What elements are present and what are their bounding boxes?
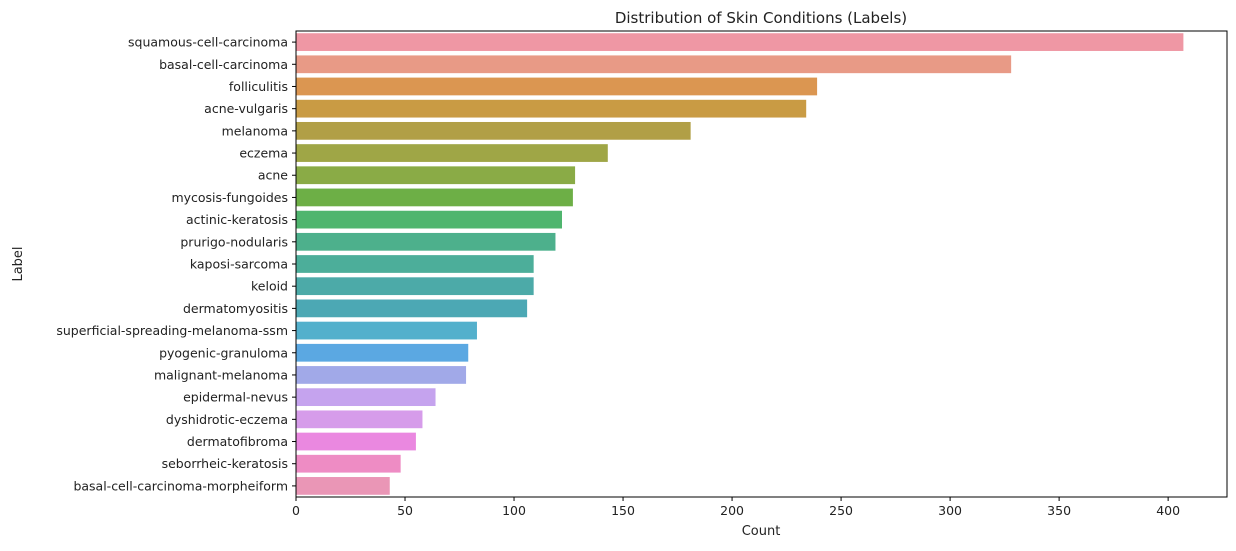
plot-frame — [295, 30, 1228, 498]
y-tick-label: malignant-melanoma — [154, 367, 288, 382]
x-tick-label: 150 — [611, 503, 635, 518]
chart-title: Distribution of Skin Conditions (Labels) — [615, 9, 907, 27]
x-ticks: 0 50 100 150 200 250 300 350 400 — [292, 497, 1180, 518]
y-tick-label: seborrheic-keratosis — [162, 456, 288, 471]
x-tick-label: 200 — [720, 503, 744, 518]
y-tick-label: actinic-keratosis — [186, 212, 288, 227]
y-tick-label: keloid — [251, 279, 288, 294]
bar-epidermal-nevus — [296, 388, 436, 407]
x-tick-label: 400 — [1156, 503, 1180, 518]
bar-seborrheic-keratosis — [296, 454, 401, 473]
bar-dermatomyositis — [296, 299, 528, 318]
bar-pyogenic-granuloma — [296, 343, 469, 362]
x-axis-label: Count — [742, 524, 781, 539]
bar-keloid — [296, 277, 534, 296]
x-tick-label: 350 — [1047, 503, 1071, 518]
y-axis-label: Label — [11, 246, 26, 281]
y-tick-label: mycosis-fungoides — [171, 190, 288, 205]
y-tick-label: squamous-cell-carcinoma — [128, 35, 288, 50]
bar-squamous-cell-carcinoma — [296, 33, 1184, 51]
bar-malignant-melanoma — [296, 366, 467, 384]
bar-actinic-keratosis — [296, 210, 562, 229]
x-tick-label: 100 — [502, 503, 526, 518]
x-tick-label: 0 — [292, 503, 300, 518]
y-tick-label: prurigo-nodularis — [180, 234, 288, 249]
bar-melanoma — [296, 121, 691, 140]
y-tick-label: basal-cell-carcinoma-morpheiform — [73, 478, 288, 493]
y-tick-label: folliculitis — [229, 79, 288, 94]
bar-acne-vulgaris — [296, 99, 807, 118]
y-tick-label: basal-cell-carcinoma — [159, 57, 288, 72]
x-tick-label: 250 — [829, 503, 853, 518]
bar-superficial-spreading-melanoma-ssm — [296, 321, 477, 340]
y-tick-label: pyogenic-granuloma — [159, 345, 288, 360]
y-tick-label: melanoma — [222, 123, 288, 138]
y-tick-label: epidermal-nevus — [183, 390, 288, 405]
bar-mycosis-fungoides — [296, 188, 573, 207]
y-tick-label: kaposi-sarcoma — [190, 257, 288, 272]
y-tick-label: acne-vulgaris — [204, 101, 288, 116]
x-tick-label: 50 — [397, 503, 413, 518]
y-tick-label: superficial-spreading-melanoma-ssm — [56, 323, 288, 338]
bar-prurigo-nodularis — [296, 232, 556, 251]
y-tick-label: dermatofibroma — [187, 434, 288, 449]
x-tick-label: 300 — [938, 503, 962, 518]
bar-kaposi-sarcoma — [296, 255, 534, 273]
bar-basal-cell-carcinoma-morpheiform — [296, 477, 390, 495]
bar-eczema — [296, 144, 608, 162]
bar-dermatofibroma — [296, 432, 416, 451]
y-tick-labels: squamous-cell-carcinoma basal-cell-carcin… — [56, 35, 296, 493]
y-tick-label: eczema — [239, 146, 288, 161]
bar-dyshidrotic-eczema — [296, 410, 423, 429]
bar-acne — [296, 166, 576, 185]
bar-basal-cell-carcinoma — [296, 55, 1012, 74]
y-tick-label: dyshidrotic-eczema — [166, 412, 288, 427]
y-tick-label: dermatomyositis — [183, 301, 288, 316]
y-tick-label: acne — [258, 168, 288, 183]
bars-group — [296, 33, 1184, 495]
bar-folliculitis — [296, 77, 818, 96]
